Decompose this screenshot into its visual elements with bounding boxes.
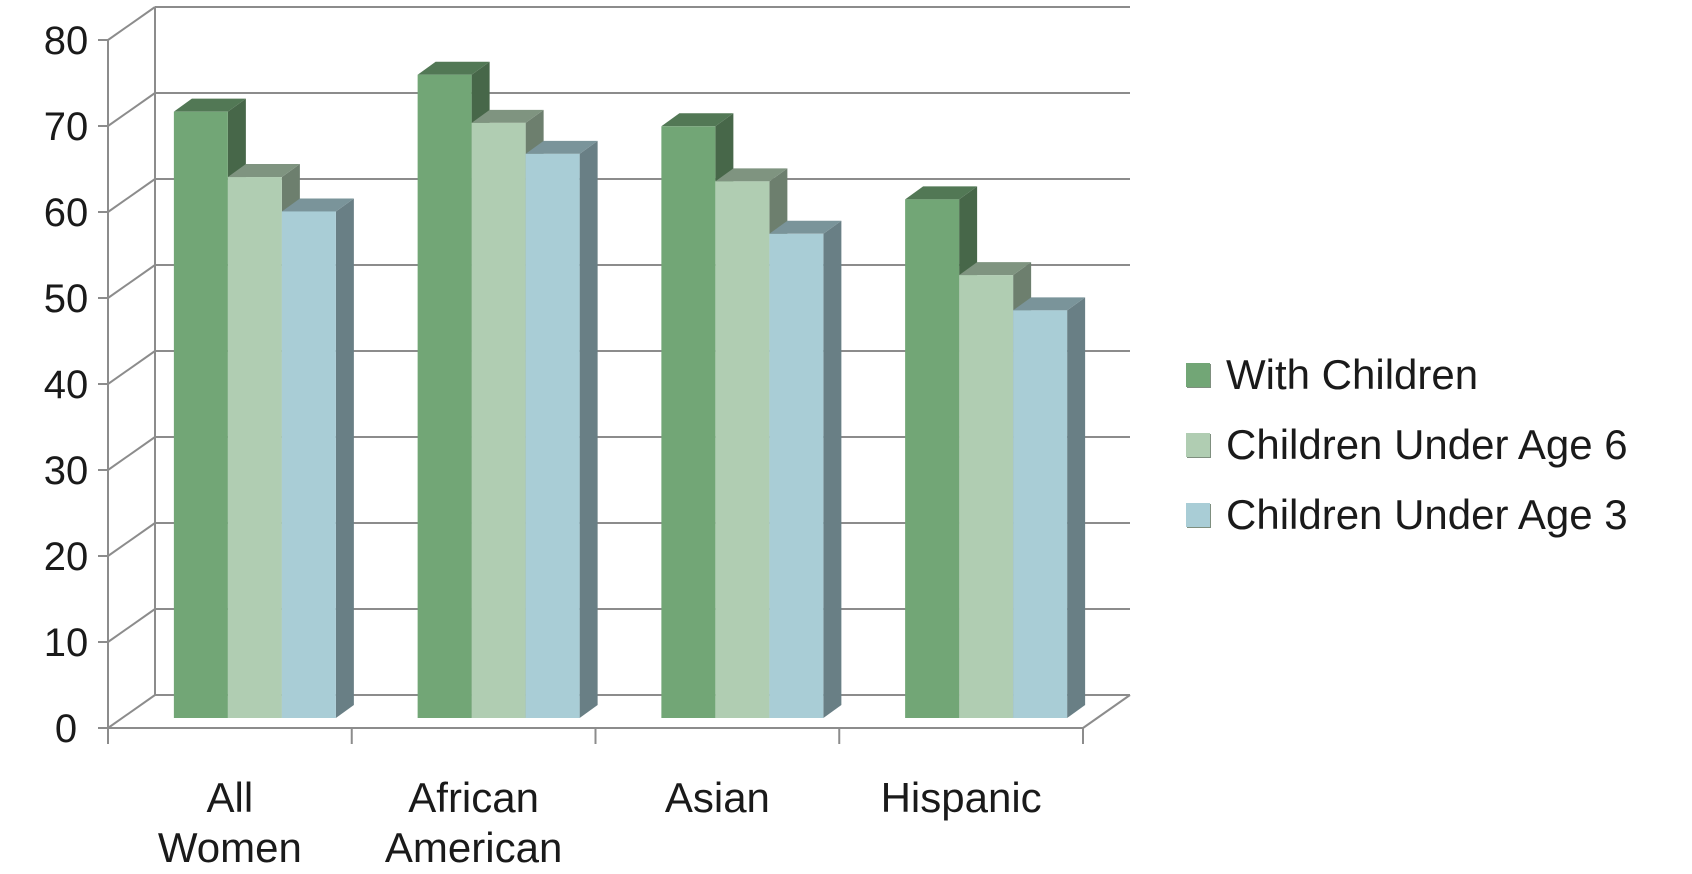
gridline-side: [107, 694, 156, 729]
bars: [173, 61, 1086, 719]
bar-top: [661, 113, 734, 127]
bar-front: [525, 153, 580, 718]
bar-top: [281, 198, 354, 212]
legend-item-with-children: With Children: [1186, 340, 1628, 410]
bar-top: [959, 262, 1032, 276]
gridline-side: [107, 350, 156, 385]
y-tick-label: 40: [44, 363, 89, 407]
floor-edge: [1082, 694, 1131, 729]
bar-front: [769, 233, 824, 719]
bar-top: [1013, 297, 1086, 311]
bar-top: [715, 168, 788, 182]
gridline-side: [107, 264, 156, 299]
y-tick-label: 60: [44, 191, 89, 235]
bar-front: [715, 181, 770, 719]
gridline-side: [107, 436, 156, 471]
bar-top: [417, 61, 490, 75]
bar-side: [823, 220, 842, 719]
bar-front: [417, 74, 472, 718]
bar-side: [579, 140, 598, 718]
legend-item-under-6: Children Under Age 6: [1186, 410, 1628, 480]
bar: [281, 198, 354, 718]
legend-label: Children Under Age 6: [1226, 421, 1628, 468]
legend: With Children Children Under Age 6 Child…: [1186, 340, 1628, 550]
bar-front: [173, 111, 228, 719]
gridline-side: [107, 92, 156, 127]
y-tick-label: 70: [44, 105, 89, 149]
y-tick-label: 80: [44, 19, 89, 63]
y-tick-label: 10: [44, 621, 89, 665]
bar-top: [227, 164, 300, 178]
bar-top: [525, 140, 598, 154]
bar-side: [1067, 297, 1086, 718]
bar-top: [471, 109, 544, 123]
x-tick-label: African American: [385, 774, 562, 871]
legend-item-under-3: Children Under Age 3: [1186, 480, 1628, 550]
y-tick-label: 0: [55, 707, 77, 751]
x-tick-label: Asian: [665, 774, 770, 821]
y-tick-label: 20: [44, 535, 89, 579]
bar-front: [905, 199, 960, 718]
legend-label: With Children: [1226, 351, 1479, 398]
bar-front: [471, 122, 526, 719]
y-tick-label: 30: [44, 449, 89, 493]
bar-front: [959, 275, 1014, 718]
gridline-side: [107, 522, 156, 557]
bar: [1013, 297, 1086, 718]
gridline-side: [107, 6, 156, 41]
bar: [769, 220, 842, 719]
gridline-side: [107, 608, 156, 643]
bar-front: [661, 126, 716, 719]
legend-swatch: [1186, 503, 1210, 527]
y-tick-label: 50: [44, 277, 89, 321]
bar-front: [281, 211, 336, 718]
legend-swatch: [1186, 433, 1210, 457]
bar-front: [1013, 310, 1068, 718]
axes: [98, 7, 1131, 744]
bar-top: [173, 98, 246, 112]
bar-top: [905, 186, 978, 200]
legend-swatch: [1186, 363, 1210, 387]
axis-labels: 0 10 20 30 40 50 60 70 80 All Women African American…: [44, 19, 1042, 871]
x-tick-label: All Women: [158, 774, 302, 871]
bar-front: [227, 177, 282, 719]
bar-side: [335, 198, 354, 718]
legend-label: Children Under Age 3: [1226, 491, 1628, 538]
x-tick-label: Hispanic: [881, 774, 1042, 821]
gridline-side: [107, 178, 156, 213]
bar-top: [769, 220, 842, 234]
bar: [525, 140, 598, 718]
